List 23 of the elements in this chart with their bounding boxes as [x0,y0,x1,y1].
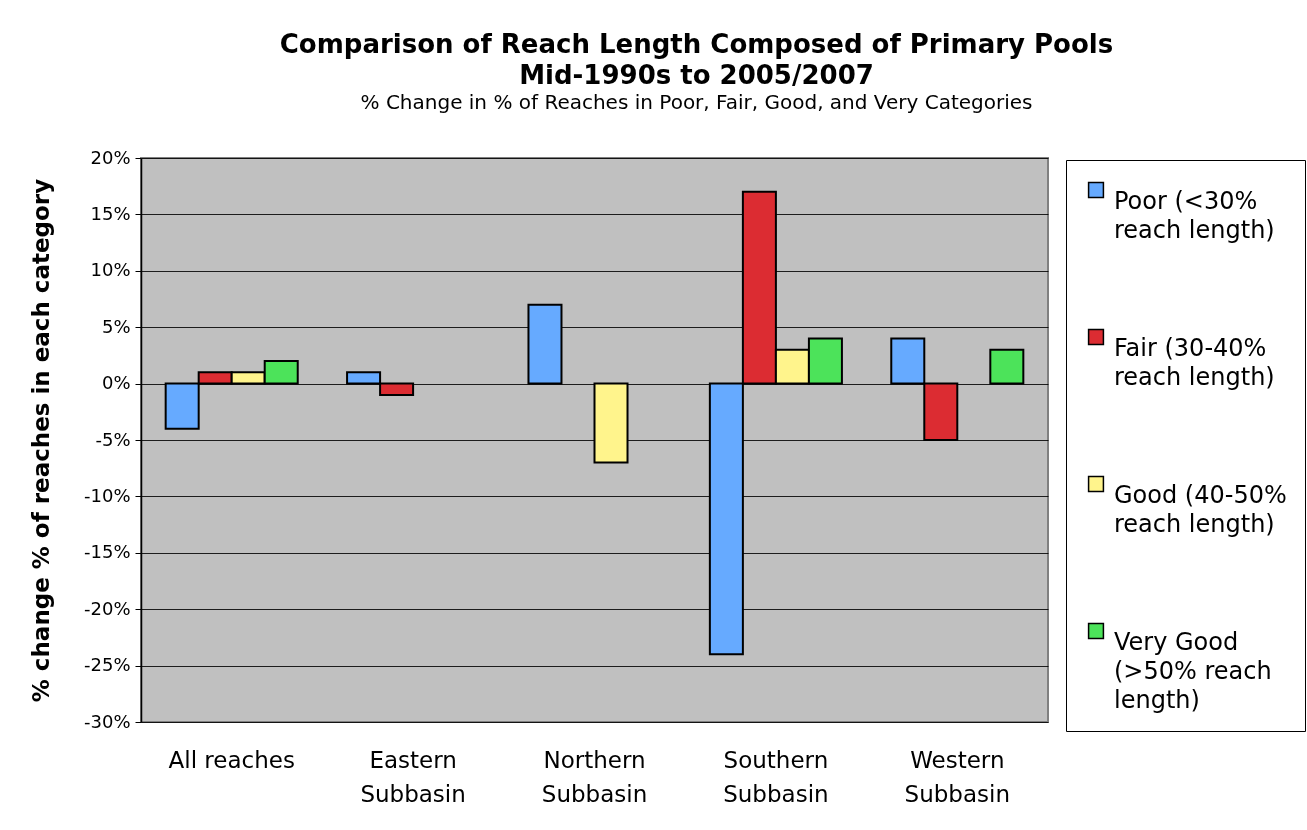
y-tick-label: -15% [83,541,131,563]
y-tick-label: 10% [90,259,131,281]
y-tick-label: 15% [90,202,131,224]
x-tick-label: Southern Subbasin [723,746,829,807]
legend-label: Good (40-50% reach length) [1114,481,1287,538]
x-tick-label: Northern Subbasin [541,746,648,807]
y-tick-label: 5% [101,315,131,337]
x-tick-label: Western Subbasin [904,746,1011,807]
y-tick-label: -5% [95,428,131,450]
chart-title: Comparison of Reach Length Composed of Primary Pools Mid-1990s to 2005/2007 [279,29,1114,90]
y-axis-title: % change % of reaches in each category [28,178,54,703]
x-tick-label: All reaches [168,746,295,773]
y-tick-label: -30% [83,710,131,732]
y-tick-label: 0% [101,372,131,394]
y-tick-label: 20% [90,146,131,168]
chart-subtitle: % Change in % of Reaches in Poor, Fair, Good, and Very Categories [360,90,1033,114]
x-tick-label: Eastern Subbasin [360,746,466,807]
legend-label: Poor (<30% reach length) [1114,187,1275,244]
y-tick-label: -10% [83,484,131,506]
legend-label: Fair (30-40% reach length) [1114,334,1275,391]
y-tick-label: -20% [83,597,131,619]
legend-label: Very Good (>50% reach length) [1114,628,1272,714]
y-tick-label: -25% [83,654,131,676]
